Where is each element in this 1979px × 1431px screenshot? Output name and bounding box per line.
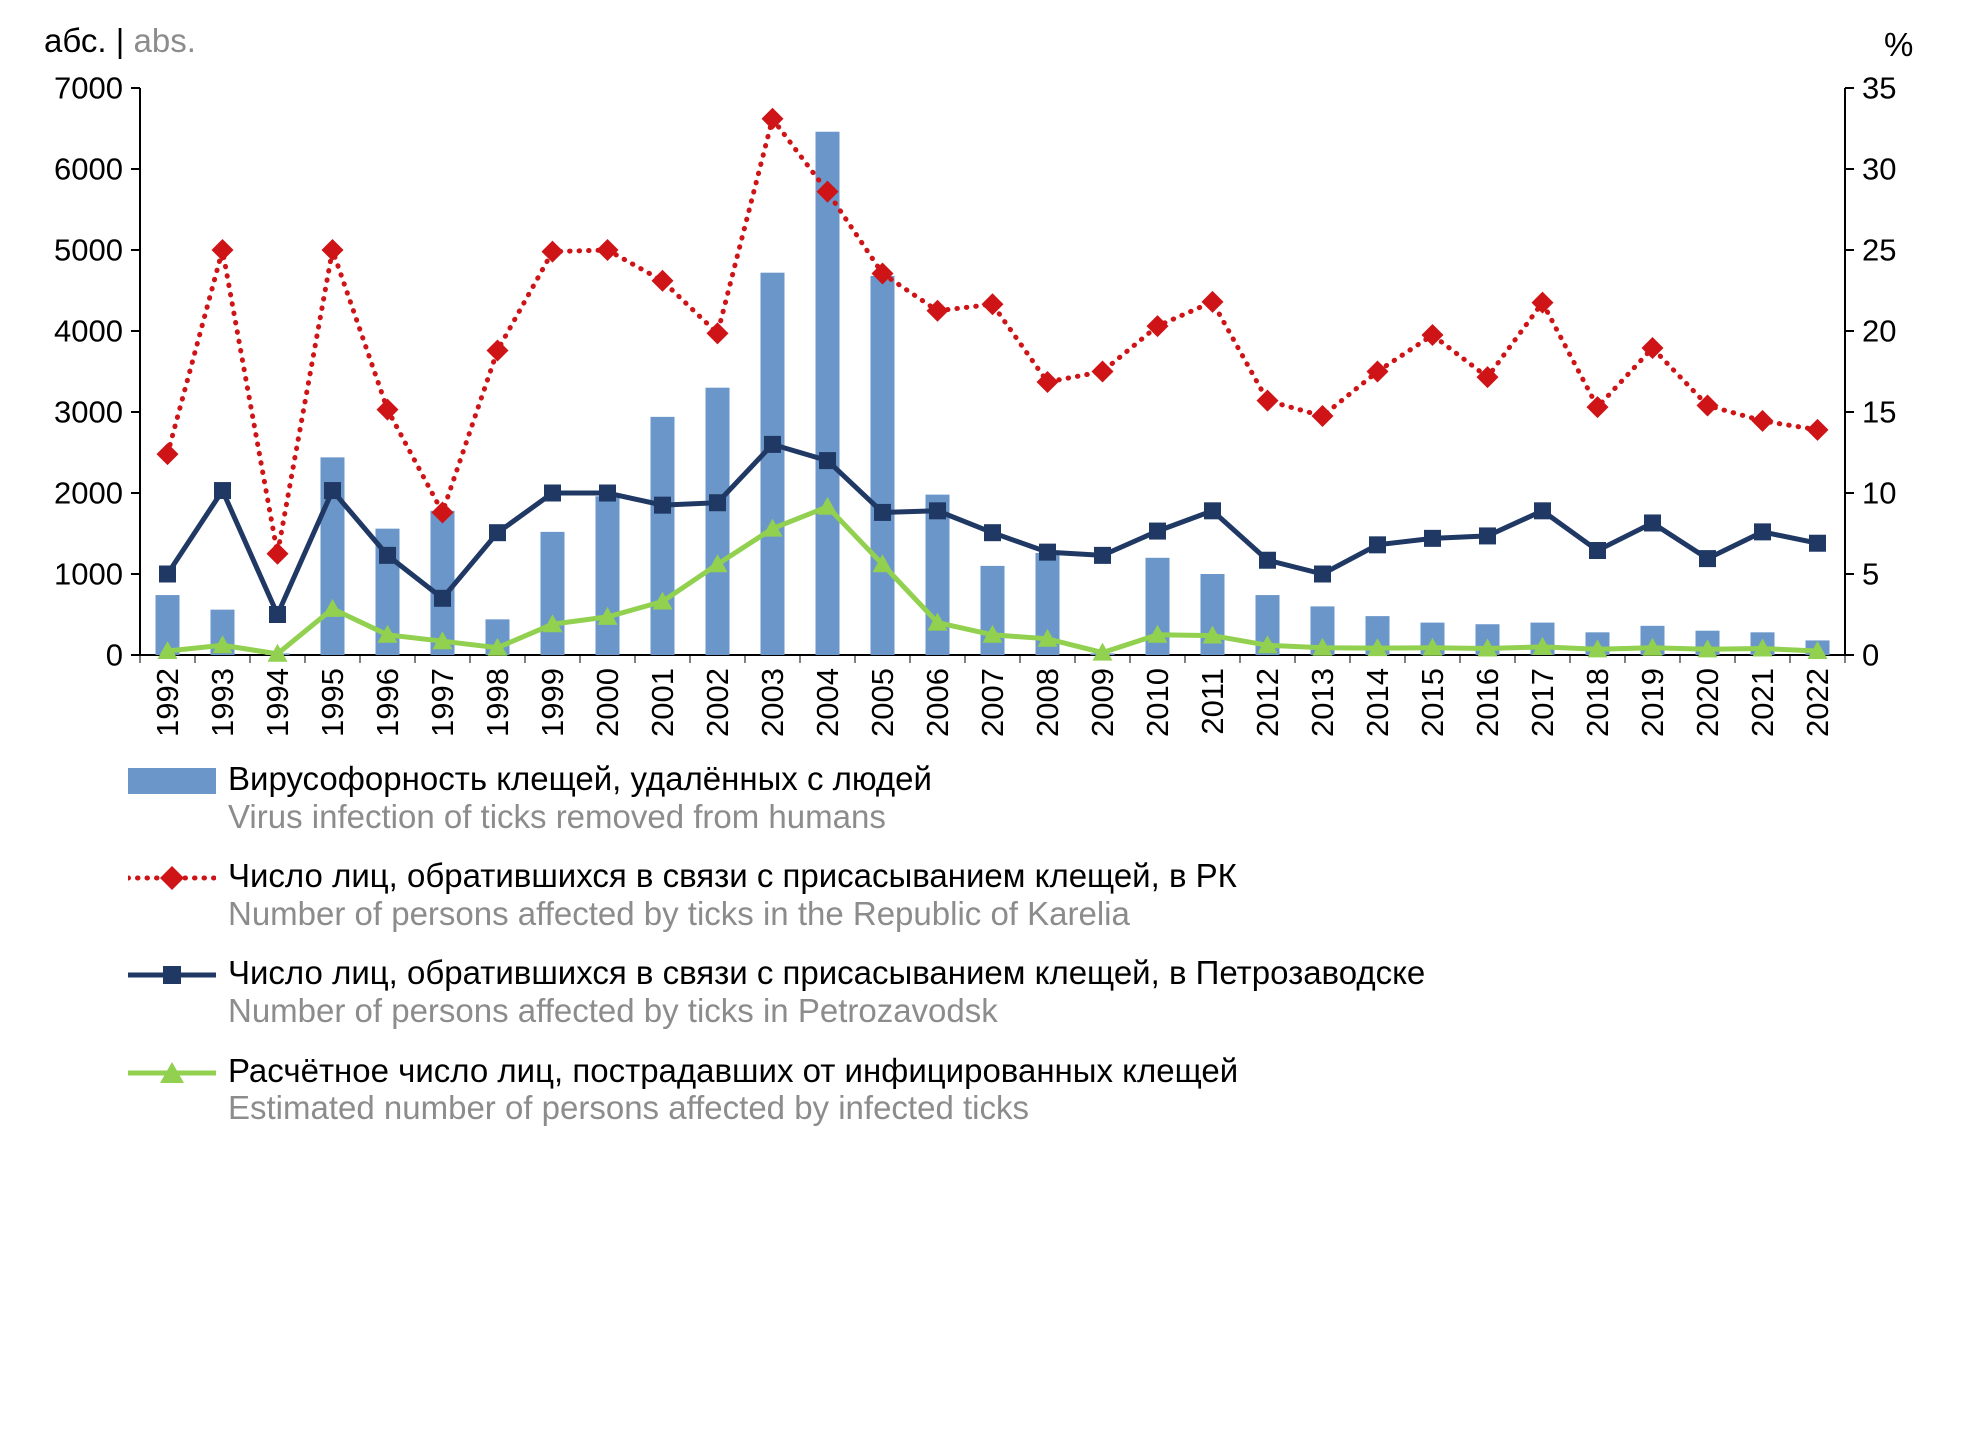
svg-text:2019: 2019 [1635,668,1670,737]
svg-text:10: 10 [1862,476,1896,511]
square-marker-icon [163,966,181,985]
svg-text:2022: 2022 [1800,668,1835,737]
chart-canvas: 0 1000 2000 3000 4000 5000 6000 7000 0 5 10 15 20 25 3… [54,71,1896,737]
svg-text:5: 5 [1862,557,1879,592]
svg-text:25: 25 [1862,233,1896,268]
left-axis-title-en: abs. [133,22,196,59]
svg-text:6000: 6000 [54,152,123,187]
series-virus-infection-bars [155,131,1830,656]
legend-item-petrozavodsk: Число лиц, обратившихся в связи с присас… [128,954,1888,1029]
svg-text:1992: 1992 [150,668,185,737]
svg-text:2016: 2016 [1470,668,1505,737]
legend-label-en: Virus infection of ticks removed from hu… [228,797,886,835]
triangle-marker-icon [160,1061,184,1083]
svg-text:2003: 2003 [755,668,790,737]
svg-text:2015: 2015 [1415,668,1450,737]
legend-label-en: Number of persons affected by ticks in P… [228,992,998,1030]
svg-text:2009: 2009 [1085,668,1120,737]
legend-label-ru: Число лиц, обратившихся в связи с присас… [228,857,1237,895]
svg-text:1995: 1995 [315,668,350,737]
legend-label-ru: Число лиц, обратившихся в связи с присас… [228,954,1426,992]
svg-text:2014: 2014 [1360,668,1395,737]
svg-text:1998: 1998 [480,668,515,737]
svg-text:15: 15 [1862,395,1896,430]
legend-label-ru: Вирусофорность клещей, удалённых с людей [228,760,932,797]
x-axis-tick-labels: 1992 1993 1994 1995 1996 1997 1998 1999 2000 2001… [150,668,1835,737]
left-axis-title: абс. | abs. [44,22,196,60]
svg-text:20: 20 [1862,314,1896,349]
bar-swatch-rect [128,768,216,794]
svg-text:2004: 2004 [810,668,845,737]
svg-text:2001: 2001 [645,668,680,737]
diamond-marker-icon [160,866,184,891]
svg-text:30: 30 [1862,152,1896,187]
svg-text:7000: 7000 [54,71,123,106]
svg-text:2018: 2018 [1580,668,1615,737]
series-estimated-line [157,496,1828,662]
dotted-line-diamond-swatch [125,861,219,900]
left-axis-tick-labels: 0 1000 2000 3000 4000 5000 6000 7000 [54,71,123,673]
svg-text:2007: 2007 [975,668,1010,737]
svg-text:2021: 2021 [1745,668,1780,737]
legend: Вирусофорность клещей, удалённых с людей… [125,760,1888,1127]
legend-label-ru: Расчётное число лиц, пострадавших от инф… [228,1051,1239,1089]
svg-text:1996: 1996 [370,668,405,737]
svg-text:2002: 2002 [700,668,735,737]
svg-text:2010: 2010 [1140,668,1175,737]
svg-text:4000: 4000 [54,314,123,349]
svg-text:2017: 2017 [1525,668,1560,737]
svg-text:0: 0 [1862,638,1879,673]
svg-text:1993: 1993 [205,668,240,737]
svg-text:5000: 5000 [54,233,123,268]
solid-line-triangle-swatch [128,1056,216,1095]
svg-text:2000: 2000 [54,476,123,511]
legend-label-en: Estimated number of persons affected by … [228,1089,1029,1127]
svg-text:35: 35 [1862,71,1896,106]
series-karelia-line [156,107,1829,565]
svg-text:2000: 2000 [590,668,625,737]
svg-text:2020: 2020 [1690,668,1725,737]
left-axis-title-ru: абс. [44,22,107,59]
legend-label-en: Number of persons affected by ticks in t… [228,894,1130,932]
svg-text:0: 0 [106,638,123,673]
svg-text:1999: 1999 [535,668,570,737]
legend-item-estimated: Расчётное число лиц, пострадавших от инф… [128,1052,1888,1127]
right-axis-title: % [1884,26,1914,63]
svg-text:2008: 2008 [1030,668,1065,737]
svg-text:2013: 2013 [1305,668,1340,737]
svg-text:1997: 1997 [425,668,460,737]
solid-line-square-swatch [128,958,216,997]
svg-text:2011: 2011 [1195,668,1230,735]
svg-text:1000: 1000 [54,557,123,592]
axis-title-separator: | [106,22,134,59]
svg-text:2005: 2005 [865,668,900,737]
svg-text:2006: 2006 [920,668,955,737]
legend-item-virus-infection: Вирусофорность клещей, удалённых с людей… [128,760,1888,835]
svg-text:1994: 1994 [260,668,295,737]
right-axis-tick-labels: 0 5 10 15 20 25 30 35 [1862,71,1896,673]
bar-swatch [128,764,216,803]
series-petrozavodsk-line [159,435,1826,623]
legend-item-karelia: Число лиц, обратившихся в связи с присас… [125,857,1888,932]
svg-text:2012: 2012 [1250,668,1285,737]
svg-text:3000: 3000 [54,395,123,430]
